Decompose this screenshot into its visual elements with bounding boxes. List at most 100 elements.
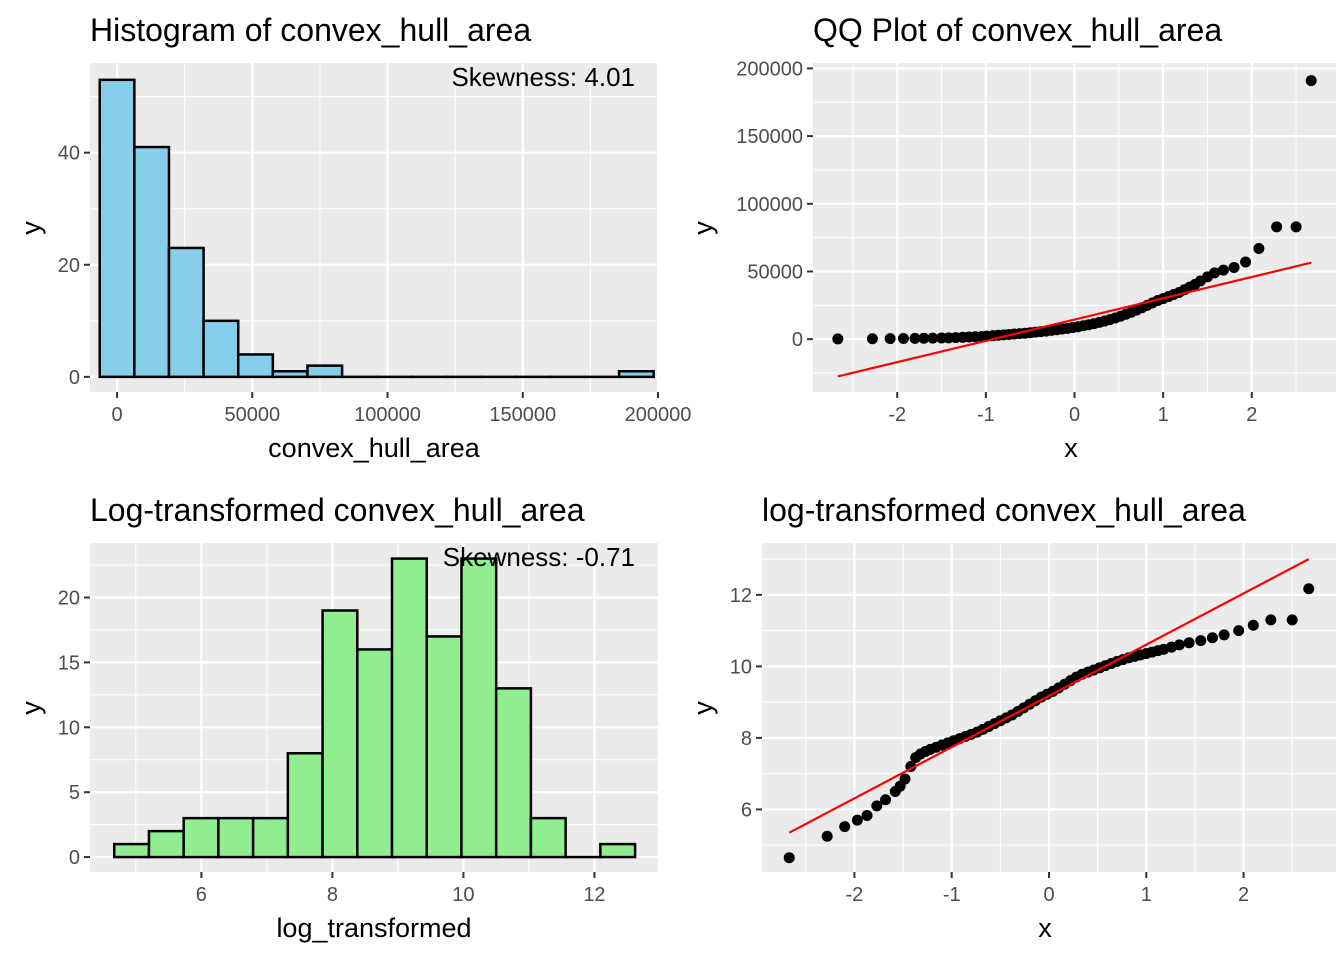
y-tick-label: 8 xyxy=(741,728,752,750)
y-tick-label: 20 xyxy=(58,588,80,610)
chart-title: Histogram of convex_hull_area xyxy=(90,12,531,48)
x-axis-ticks: 0 50000 100000 150000 200000 xyxy=(111,392,691,426)
histogram-bar xyxy=(273,371,308,377)
x-tick-label: 10 xyxy=(452,884,474,906)
histogram-bar xyxy=(427,636,462,857)
y-tick-label: 12 xyxy=(730,585,752,607)
qq-point xyxy=(1253,243,1264,254)
x-axis-title: x xyxy=(1064,433,1078,463)
y-tick-label: 200000 xyxy=(736,58,803,80)
histogram-bar xyxy=(169,248,204,377)
qq-point xyxy=(1233,625,1244,636)
y-tick-label: 5 xyxy=(69,782,80,804)
histogram-bar xyxy=(392,559,427,858)
y-axis-title: y xyxy=(16,221,46,235)
histogram-bar xyxy=(357,649,392,857)
qq-point xyxy=(1265,614,1276,625)
y-axis-ticks: 0 5 10 15 20 xyxy=(58,588,90,870)
qq-point xyxy=(1207,632,1218,643)
qq-point xyxy=(1287,614,1298,625)
chart-title: QQ Plot of convex_hull_area xyxy=(813,12,1222,48)
y-tick-label: 15 xyxy=(58,652,80,674)
histogram-bar xyxy=(134,147,169,377)
chart-title: log-transformed convex_hull_area xyxy=(762,492,1246,528)
y-tick-label: 0 xyxy=(69,847,80,869)
histogram-bar xyxy=(253,818,288,857)
histogram-bar xyxy=(323,610,358,857)
chart-title: Log-transformed convex_hull_area xyxy=(90,492,585,528)
histogram-bar xyxy=(619,371,654,377)
x-tick-label: 100000 xyxy=(354,404,421,426)
y-axis-title: y xyxy=(16,701,46,715)
qq-point xyxy=(900,774,911,785)
y-tick-label: 100000 xyxy=(736,194,803,216)
qq-point xyxy=(1271,221,1282,232)
qq-point xyxy=(1195,635,1206,646)
qq-point xyxy=(1174,639,1185,650)
x-tick-label: -1 xyxy=(977,404,995,426)
x-tick-label: 2 xyxy=(1246,404,1257,426)
y-tick-label: 6 xyxy=(741,799,752,821)
y-tick-label: 40 xyxy=(58,143,80,165)
x-tick-label: 2 xyxy=(1238,884,1249,906)
qq-point xyxy=(832,333,843,344)
x-tick-label: 200000 xyxy=(625,404,692,426)
qq-point xyxy=(822,831,833,842)
histogram-bar xyxy=(461,559,496,858)
x-tick-label: 12 xyxy=(583,884,605,906)
histogram-bar xyxy=(100,80,135,377)
x-axis-title: log_transformed xyxy=(276,913,471,943)
qq-point xyxy=(867,333,878,344)
histogram-bar xyxy=(114,844,149,857)
skewness-annotation: Skewness: -0.71 xyxy=(443,542,635,572)
qq-point xyxy=(1229,262,1240,273)
qq-point xyxy=(898,333,909,344)
qq-point xyxy=(1291,221,1302,232)
qq-point xyxy=(784,852,795,863)
qq-point xyxy=(839,821,850,832)
x-tick-label: 1 xyxy=(1141,884,1152,906)
x-tick-label: 50000 xyxy=(224,404,280,426)
y-tick-label: 20 xyxy=(58,255,80,277)
y-tick-label: 0 xyxy=(792,329,803,351)
x-tick-label: 0 xyxy=(1043,884,1054,906)
x-tick-label: 6 xyxy=(196,884,207,906)
x-tick-label: 0 xyxy=(1069,404,1080,426)
histogram-bar xyxy=(531,818,566,857)
qq-point xyxy=(852,815,863,826)
y-tick-label: 150000 xyxy=(736,126,803,148)
x-tick-label: 1 xyxy=(1158,404,1169,426)
x-tick-label: 150000 xyxy=(489,404,556,426)
x-axis-title: convex_hull_area xyxy=(268,433,481,463)
y-tick-label: 10 xyxy=(730,656,752,678)
x-tick-label: 0 xyxy=(111,404,122,426)
qq-point xyxy=(1184,637,1195,648)
x-tick-label: -2 xyxy=(846,884,864,906)
histogram-bar xyxy=(600,844,635,857)
y-axis-title: y xyxy=(688,221,718,235)
y-tick-label: 10 xyxy=(58,717,80,739)
histogram-bar xyxy=(204,321,239,377)
qq-point xyxy=(1218,265,1229,276)
qq-point xyxy=(1248,620,1259,631)
qq-point xyxy=(885,333,896,344)
qq-point xyxy=(1219,629,1230,640)
y-tick-label: 50000 xyxy=(747,262,803,284)
panel-histogram-raw: Histogram of convex_hull_area 0 50000 1000… xyxy=(16,12,691,463)
histogram-bar xyxy=(218,818,253,857)
histogram-bar xyxy=(149,831,184,857)
qq-point xyxy=(1303,583,1314,594)
histogram-bar xyxy=(307,366,342,377)
histogram-bar xyxy=(496,688,531,857)
qq-point xyxy=(1240,257,1251,268)
y-axis-title: y xyxy=(688,701,718,715)
y-axis-ticks: 0 50000 100000 150000 200000 xyxy=(736,58,813,351)
histogram-bar xyxy=(288,753,323,857)
